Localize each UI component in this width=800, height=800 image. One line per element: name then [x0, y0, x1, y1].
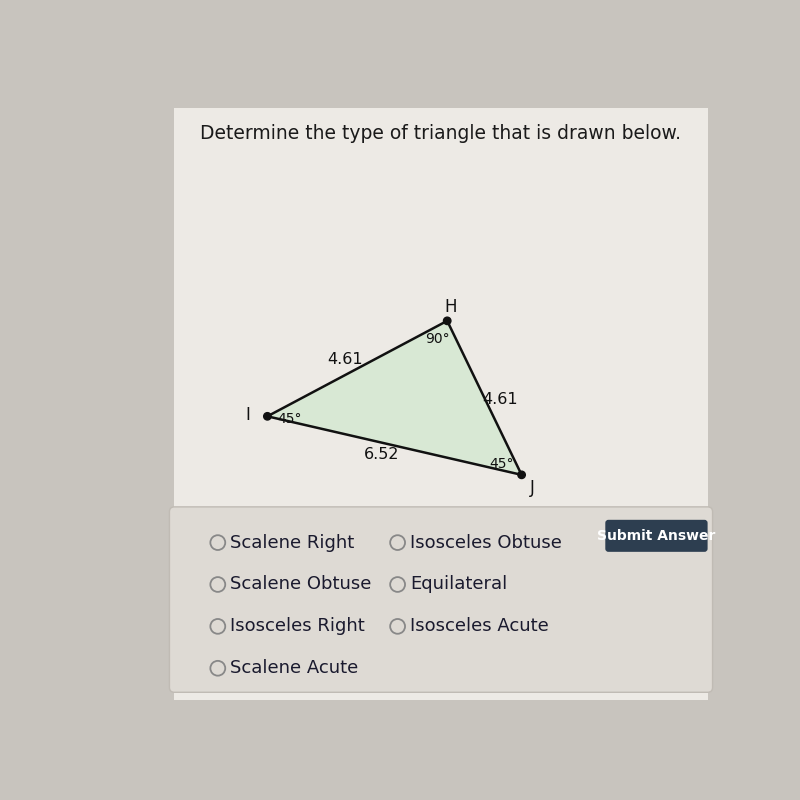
FancyBboxPatch shape: [170, 507, 713, 692]
Text: Scalene Right: Scalene Right: [230, 534, 354, 552]
Text: Isosceles Right: Isosceles Right: [230, 618, 365, 635]
Text: Scalene Obtuse: Scalene Obtuse: [230, 575, 371, 594]
Text: 6.52: 6.52: [364, 447, 400, 462]
Text: 45°: 45°: [490, 458, 514, 471]
Text: Submit Answer: Submit Answer: [598, 529, 716, 543]
FancyBboxPatch shape: [606, 520, 708, 552]
Circle shape: [264, 413, 271, 420]
Text: 45°: 45°: [277, 412, 302, 426]
Polygon shape: [267, 321, 522, 475]
Text: 90°: 90°: [426, 332, 450, 346]
Text: Equilateral: Equilateral: [410, 575, 507, 594]
Text: Isosceles Obtuse: Isosceles Obtuse: [410, 534, 562, 552]
Text: 4.61: 4.61: [327, 352, 362, 367]
Circle shape: [443, 317, 451, 325]
Text: Scalene Acute: Scalene Acute: [230, 659, 358, 678]
Text: Isosceles Acute: Isosceles Acute: [410, 618, 549, 635]
Text: I: I: [245, 406, 250, 424]
Text: 4.61: 4.61: [482, 391, 518, 406]
Circle shape: [518, 471, 526, 478]
Text: H: H: [444, 298, 457, 316]
FancyBboxPatch shape: [174, 108, 708, 700]
Text: J: J: [530, 479, 535, 498]
Text: Determine the type of triangle that is drawn below.: Determine the type of triangle that is d…: [201, 124, 682, 142]
